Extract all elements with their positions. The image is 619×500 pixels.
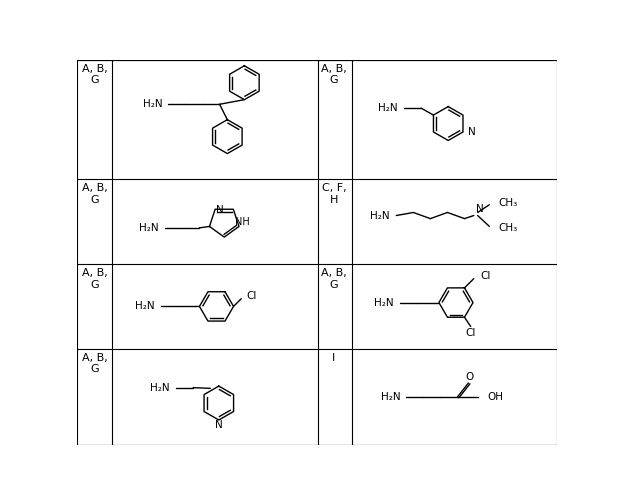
Text: Cl: Cl	[480, 270, 490, 280]
Text: A, B,
G: A, B, G	[82, 183, 107, 205]
Text: O: O	[465, 372, 474, 382]
Text: NH: NH	[235, 217, 249, 227]
Text: A, B,
G: A, B, G	[82, 268, 107, 289]
Text: Cl: Cl	[246, 290, 256, 300]
Text: CH₃: CH₃	[498, 198, 518, 208]
Text: N: N	[216, 205, 223, 215]
Text: H₂N: H₂N	[139, 223, 158, 233]
Text: I: I	[332, 352, 335, 362]
Text: A, B,
G: A, B, G	[321, 268, 347, 289]
Text: N: N	[469, 127, 476, 137]
Text: A, B,
G: A, B, G	[82, 64, 107, 86]
Text: N: N	[215, 420, 223, 430]
Text: H₂N: H₂N	[378, 103, 398, 113]
Text: CH₃: CH₃	[498, 223, 518, 233]
Text: H₂N: H₂N	[370, 210, 390, 220]
Text: Cl: Cl	[465, 328, 476, 338]
Text: A, B,
G: A, B, G	[82, 352, 107, 374]
Text: N: N	[476, 204, 484, 214]
Text: H₂N: H₂N	[142, 100, 162, 110]
Text: OH: OH	[487, 392, 503, 402]
Text: H₂N: H₂N	[381, 392, 400, 402]
Text: C, F,
H: C, F, H	[322, 183, 346, 205]
Text: H₂N: H₂N	[135, 302, 155, 312]
Text: A, B,
G: A, B, G	[321, 64, 347, 86]
Text: H₂N: H₂N	[150, 382, 170, 392]
Text: H₂N: H₂N	[374, 298, 394, 308]
